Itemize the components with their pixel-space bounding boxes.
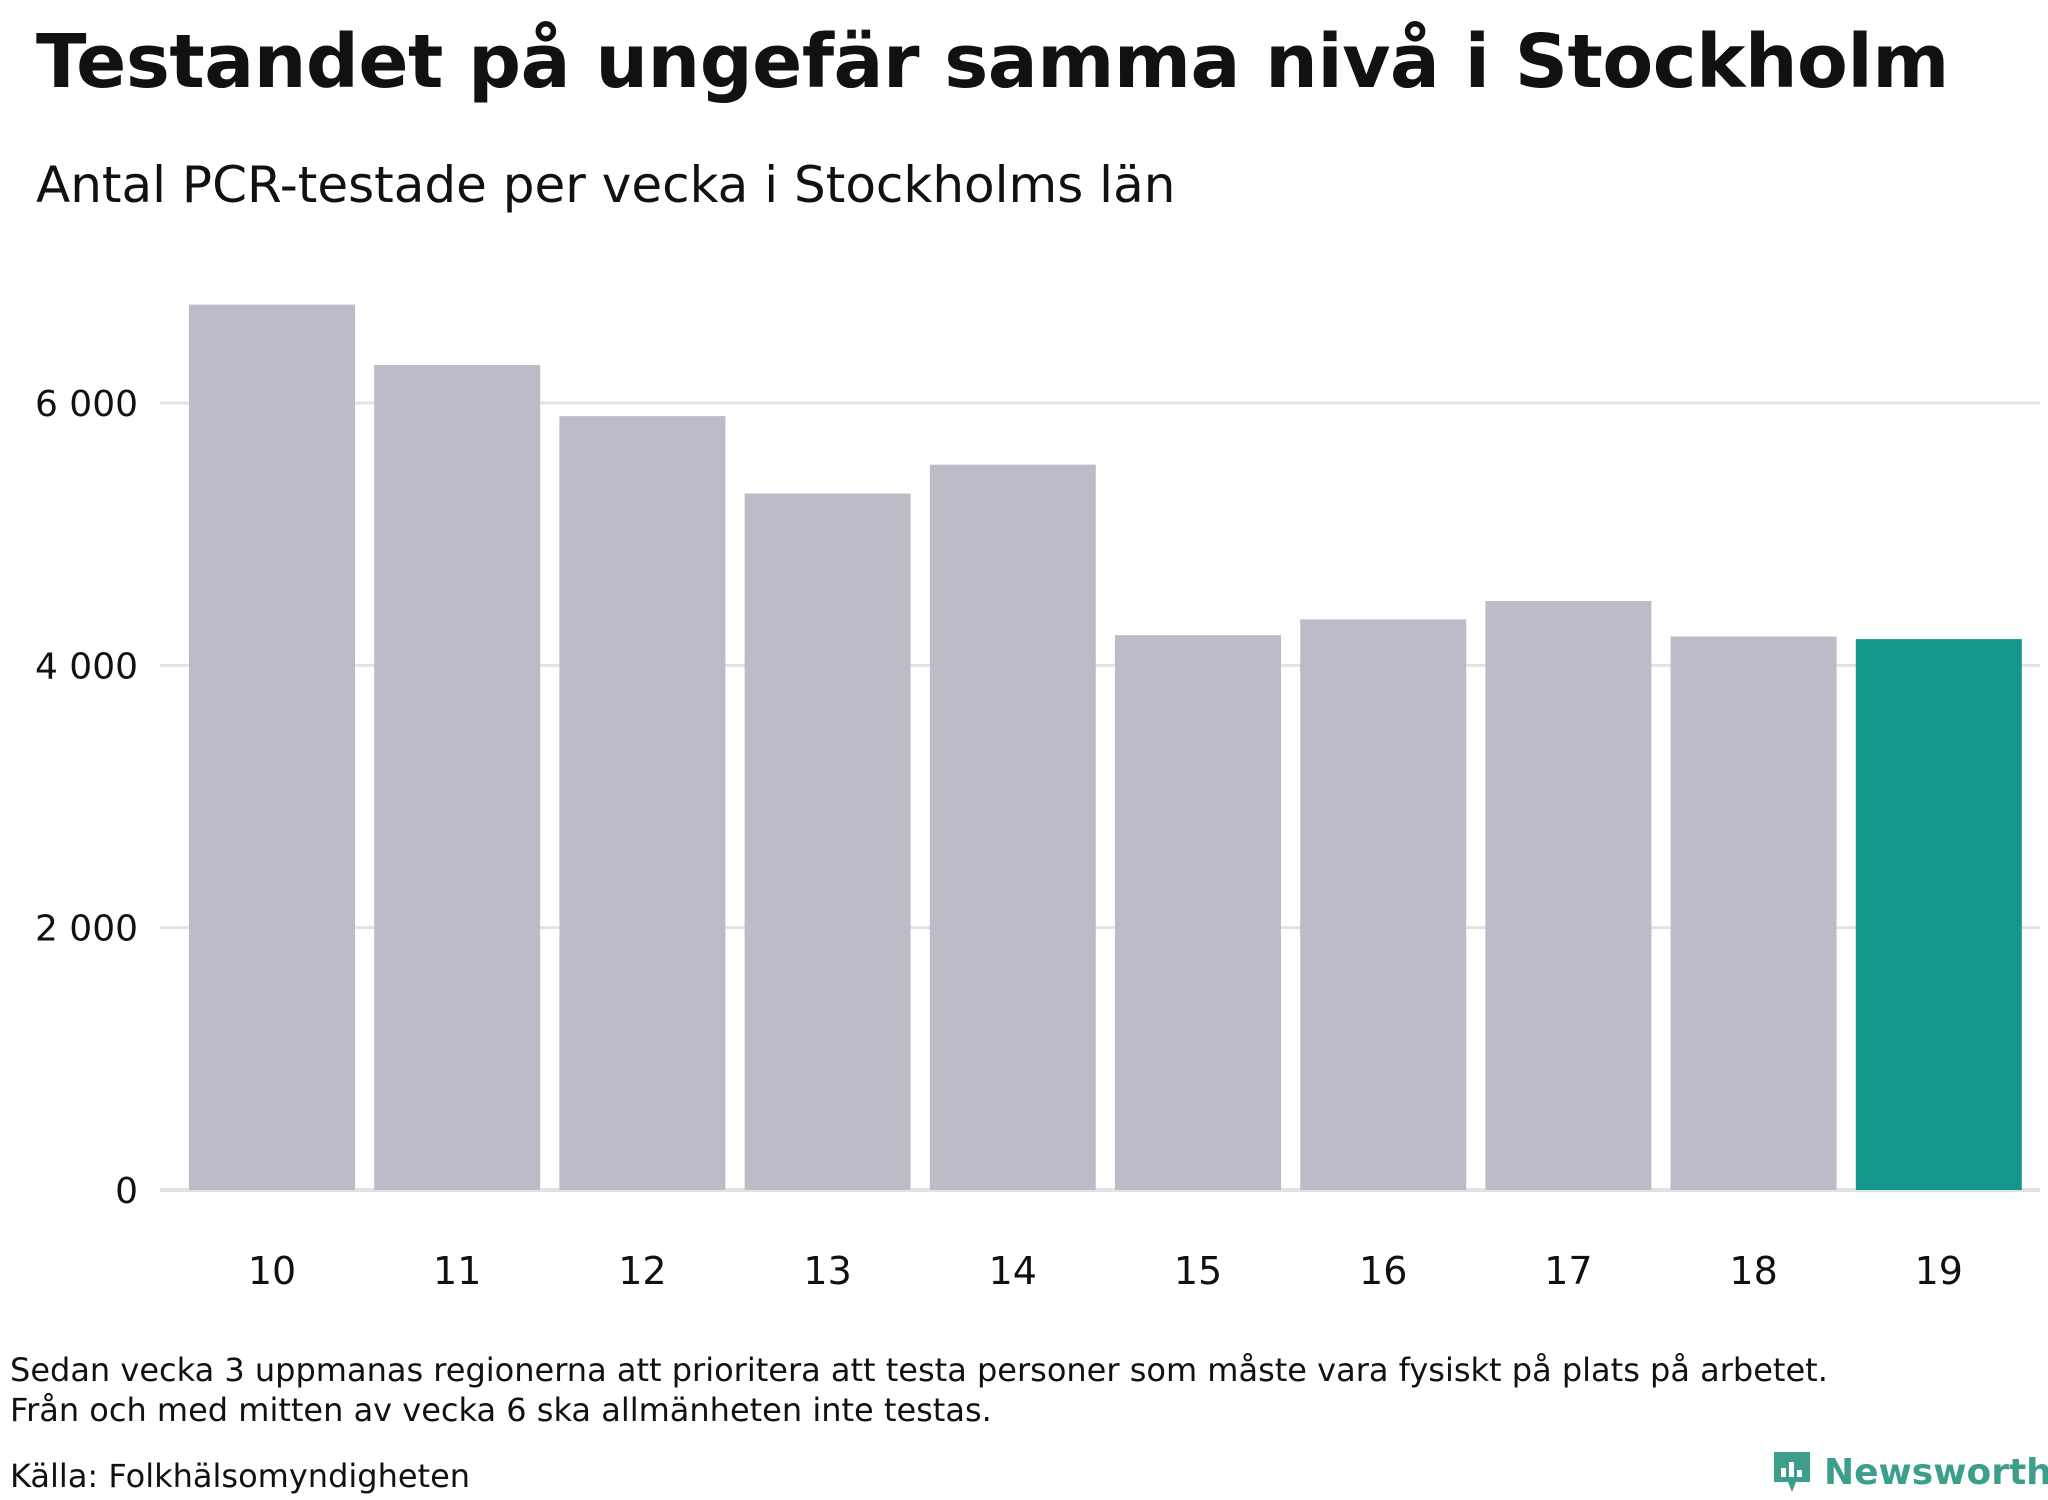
bar-week-12 xyxy=(559,416,726,1190)
x-tick-label: 13 xyxy=(803,1249,851,1293)
bar-week-10 xyxy=(189,304,355,1190)
bar-week-13 xyxy=(744,493,911,1190)
x-tick-label: 15 xyxy=(1174,1249,1222,1293)
y-tick-label: 2 000 xyxy=(35,909,138,950)
bar-week-17 xyxy=(1485,601,1652,1190)
x-tick-label: 17 xyxy=(1544,1249,1592,1293)
bar-week-16 xyxy=(1300,619,1467,1190)
newsworthy-logo: Newsworthy xyxy=(1770,1448,2048,1496)
y-tick-label: 4 000 xyxy=(35,646,138,687)
footnote-line-1: Sedan vecka 3 uppmanas regionerna att pr… xyxy=(10,1351,1828,1389)
footnote: Sedan vecka 3 uppmanas regionerna att pr… xyxy=(10,1350,1828,1430)
bars xyxy=(189,304,2022,1191)
bar-week-15 xyxy=(1115,635,1281,1190)
x-tick-label: 10 xyxy=(248,1249,296,1293)
x-tick-label: 14 xyxy=(989,1249,1037,1293)
x-tick-label: 11 xyxy=(433,1249,481,1293)
bar-week-11 xyxy=(374,364,541,1190)
bar-chart-icon xyxy=(1774,1452,1810,1492)
x-axis-ticks: 10 11 12 13 14 15 16 17 18 19 xyxy=(248,1249,1963,1293)
chart-title: Testandet på ungefär samma nivå i Stockh… xyxy=(36,19,1949,105)
chart-subtitle: Antal PCR-testade per vecka i Stockholms… xyxy=(36,156,1176,214)
bar-week-18 xyxy=(1670,636,1837,1190)
x-tick-label: 16 xyxy=(1359,1249,1407,1293)
x-tick-label: 18 xyxy=(1729,1249,1777,1293)
bar-week-19 xyxy=(1855,639,2022,1190)
x-tick-label: 19 xyxy=(1915,1249,1963,1293)
y-tick-label: 6 000 xyxy=(35,384,138,425)
source-text: Källa: Folkhälsomyndigheten xyxy=(10,1457,471,1495)
brand-name: Newsworthy xyxy=(1824,1451,2048,1493)
y-axis-ticks: 0 2 000 4 000 6 000 xyxy=(35,384,138,1212)
y-tick-label: 0 xyxy=(115,1171,138,1212)
bar-week-14 xyxy=(929,464,1096,1191)
footnote-line-2: Från och med mitten av vecka 6 ska allmä… xyxy=(10,1391,992,1429)
x-tick-label: 12 xyxy=(618,1249,666,1293)
